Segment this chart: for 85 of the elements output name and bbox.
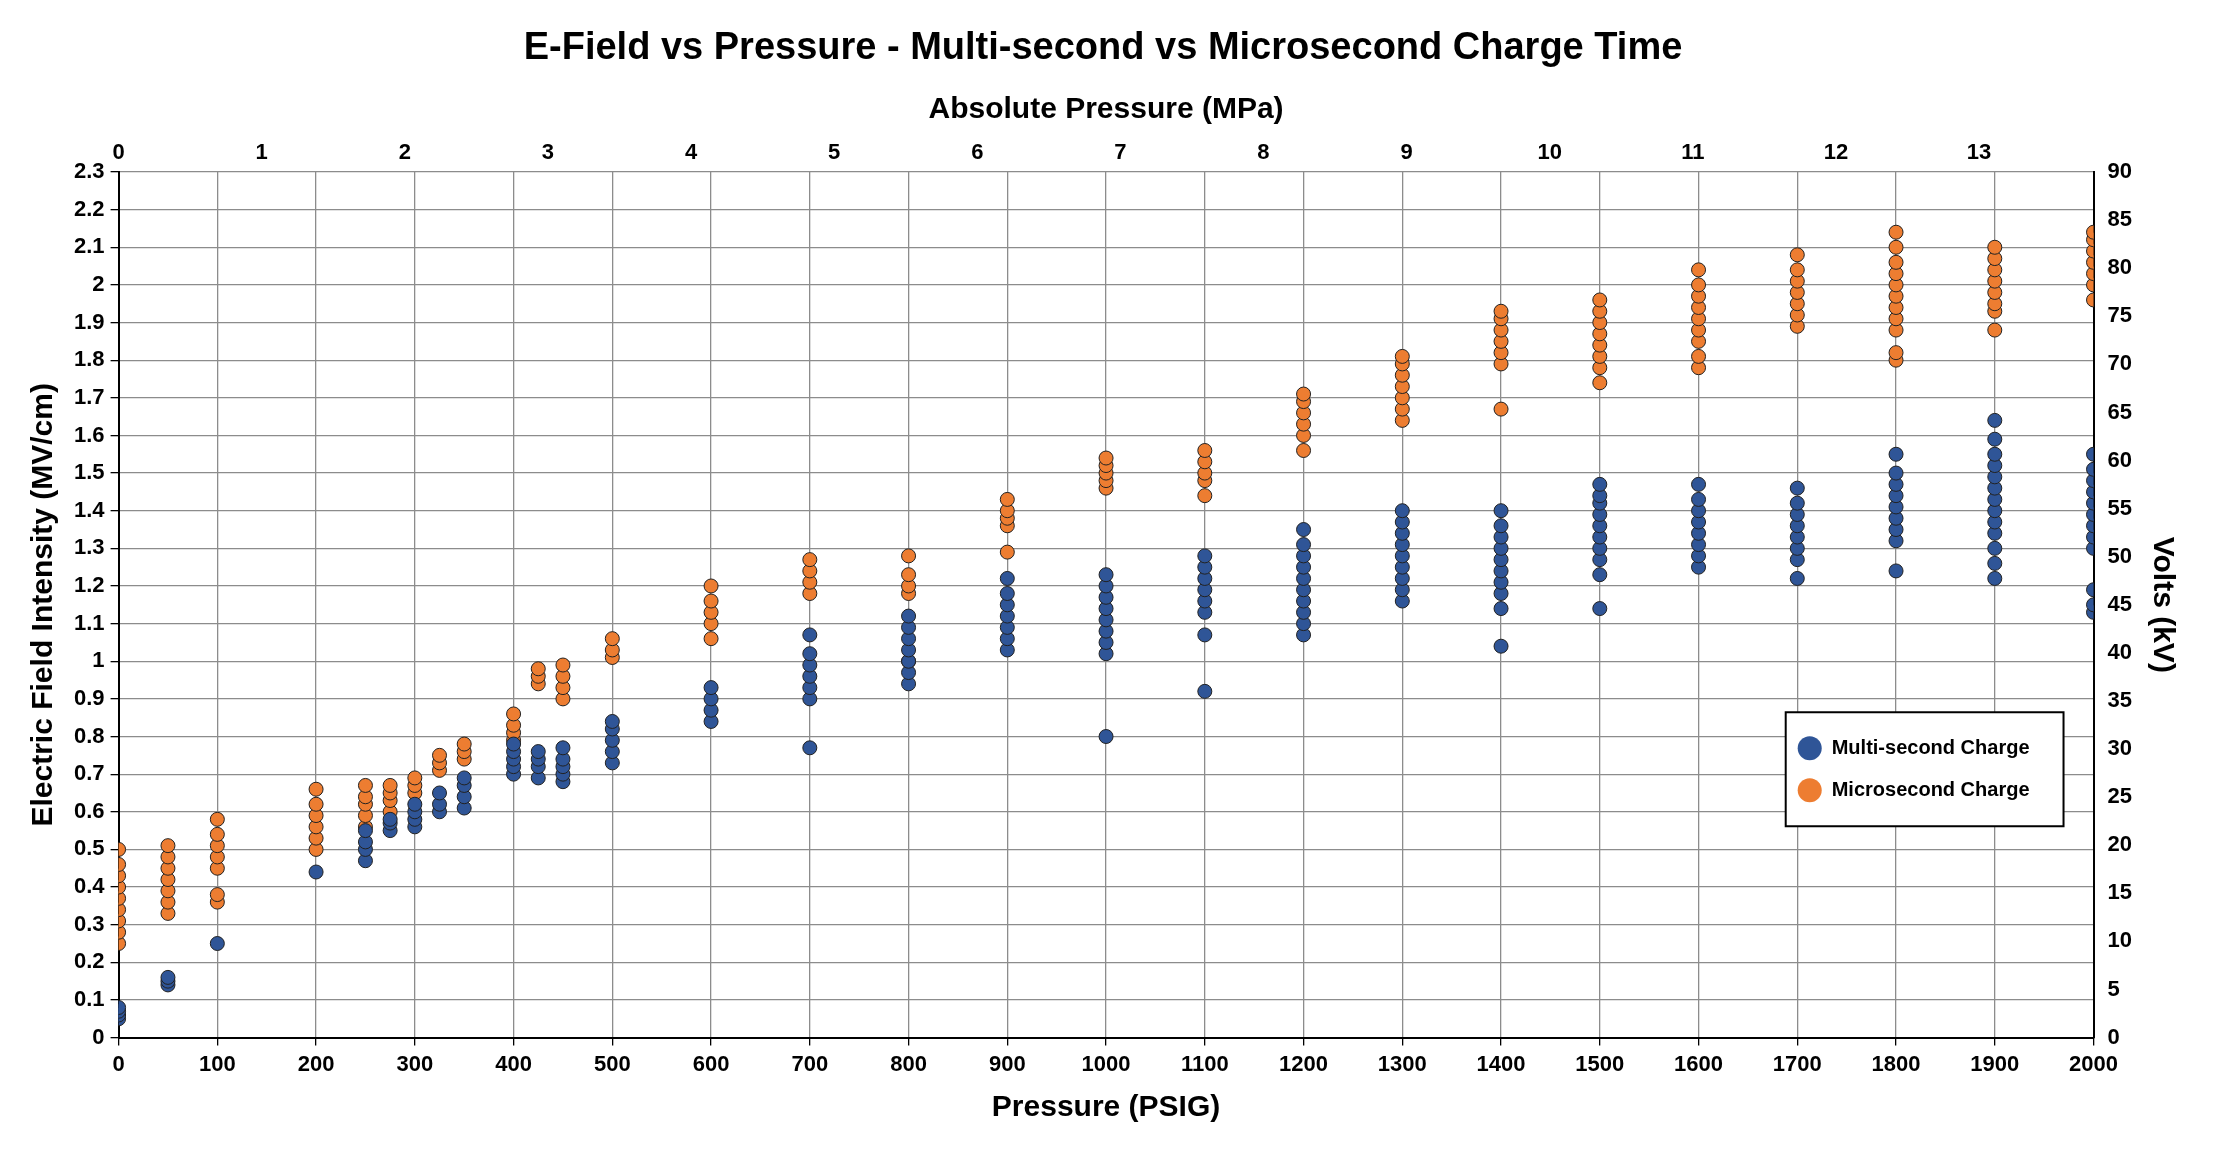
y-tick-label: 0.8 [73, 722, 105, 748]
x2-tick-label: 0 [112, 138, 125, 164]
y2-tick-label: 90 [2107, 158, 2133, 184]
x2-tick-label: 11 [1681, 138, 1705, 164]
x-tick-label: 300 [396, 1050, 434, 1076]
x-tick-label: 700 [791, 1050, 829, 1076]
y2-tick-label: 25 [2107, 783, 2133, 809]
y-tick-label: 0.9 [73, 684, 105, 710]
x-tick-label: 100 [198, 1050, 236, 1076]
x-tick-label: 1900 [1970, 1050, 2020, 1076]
y-tick-label: 0.5 [73, 835, 105, 861]
legend-label: Multi-second Charge [1831, 735, 2030, 758]
x-tick-label: 900 [988, 1050, 1026, 1076]
x2-tick-label: 5 [828, 138, 841, 164]
y2-axis-title: Volts (kV) [2147, 536, 2181, 673]
y2-tick-label: 40 [2107, 638, 2133, 664]
y2-tick-label: 65 [2107, 398, 2133, 424]
y2-tick-label: 75 [2107, 302, 2133, 328]
y-tick-label: 1.8 [73, 346, 105, 372]
x-tick-label: 1400 [1476, 1050, 1526, 1076]
y-tick-label: 0.4 [73, 873, 106, 899]
y2-tick-label: 45 [2107, 590, 2133, 616]
legend-label: Microsecond Charge [1831, 777, 2030, 800]
y-tick-label: 2.1 [73, 233, 105, 259]
y2-tick-label: 20 [2107, 831, 2133, 857]
x-tick-label: 1700 [1772, 1050, 1822, 1076]
y2-tick-label: 60 [2107, 446, 2133, 472]
y2-tick-label: 50 [2107, 542, 2133, 568]
y-tick-label: 1.1 [73, 609, 105, 635]
x-tick-label: 400 [495, 1050, 532, 1076]
x2-tick-label: 8 [1257, 138, 1270, 164]
x-tick-label: 600 [692, 1050, 730, 1076]
y-tick-label: 0 [92, 1023, 105, 1049]
y2-tick-label: 15 [2107, 879, 2133, 905]
y-tick-label: 1.3 [73, 534, 105, 560]
x-tick-label: 1300 [1377, 1050, 1427, 1076]
x2-tick-label: 10 [1537, 138, 1562, 164]
y2-tick-label: 0 [2107, 1023, 2120, 1049]
x2-tick-label: 13 [1966, 138, 1992, 164]
x2-tick-label: 7 [1114, 138, 1127, 164]
y2-tick-label: 70 [2107, 350, 2133, 376]
x-tick-label: 800 [890, 1050, 927, 1076]
x2-tick-label: 12 [1823, 138, 1849, 164]
y-tick-label: 1.2 [73, 572, 105, 598]
y2-tick-label: 35 [2107, 687, 2133, 713]
y2-tick-label: 30 [2107, 735, 2133, 761]
y2-tick-label: 55 [2107, 494, 2133, 520]
y-tick-label: 0.2 [73, 948, 105, 974]
x2-tick-label: 6 [971, 138, 984, 164]
y-tick-label: 1.9 [73, 308, 105, 334]
x-tick-label: 2000 [2069, 1050, 2119, 1076]
x-tick-label: 1000 [1081, 1050, 1131, 1076]
y-tick-label: 0.7 [73, 760, 105, 786]
x-tick-label: 500 [593, 1050, 631, 1076]
x-tick-label: 1600 [1674, 1050, 1724, 1076]
x-tick-label: 1800 [1871, 1050, 1921, 1076]
chart-title: E-Field vs Pressure - Multi-second vs Microsecond Charge Time [523, 25, 1683, 68]
x2-tick-label: 9 [1400, 138, 1413, 164]
x-tick-label: 0 [112, 1050, 125, 1076]
x-axis-title: Pressure (PSIG) [991, 1089, 1221, 1123]
y-tick-label: 2 [92, 270, 105, 296]
y-tick-label: 1 [92, 647, 105, 673]
y-tick-label: 1.6 [73, 421, 105, 447]
x-tick-label: 1100 [1180, 1050, 1229, 1076]
y-tick-label: 2.2 [73, 195, 105, 221]
y-tick-label: 1.7 [73, 383, 105, 409]
x2-tick-label: 1 [255, 138, 268, 164]
x2-axis-title: Absolute Pressure (MPa) [928, 90, 1284, 124]
x2-tick-label: 2 [398, 138, 411, 164]
y2-tick-label: 80 [2107, 254, 2133, 280]
x-tick-label: 1500 [1575, 1050, 1625, 1076]
y2-tick-label: 5 [2107, 975, 2120, 1001]
x2-tick-label: 3 [541, 138, 555, 164]
y-tick-label: 0.6 [73, 797, 105, 823]
y-tick-label: 1.4 [73, 496, 106, 522]
x2-tick-label: 4 [684, 138, 698, 164]
y-tick-label: 2.3 [73, 158, 105, 184]
y2-tick-label: 85 [2107, 206, 2133, 232]
y2-tick-label: 10 [2107, 927, 2133, 953]
y-tick-label: 0.3 [73, 910, 105, 936]
x-tick-label: 1200 [1279, 1050, 1329, 1076]
y-axis-title: Electric Field Intensity (MV/cm) [25, 383, 59, 827]
x-tick-label: 200 [297, 1050, 335, 1076]
y-tick-label: 0.1 [73, 986, 105, 1012]
y-tick-label: 1.5 [73, 459, 105, 485]
